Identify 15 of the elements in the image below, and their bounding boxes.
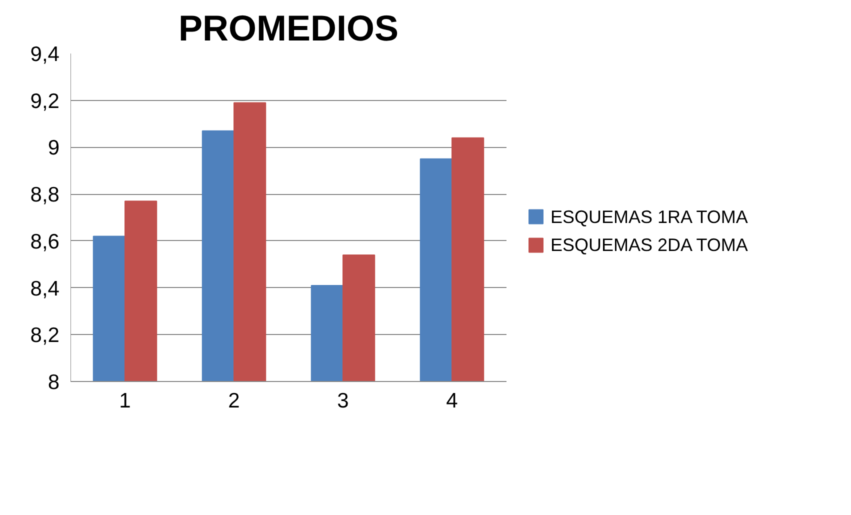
legend-label: ESQUEMAS 2DA TOMA — [550, 235, 748, 256]
x-tick-label: 2 — [228, 390, 240, 412]
y-tick-label: 8,6 — [30, 230, 60, 254]
x-tick-label: 3 — [337, 390, 349, 412]
y-tick-label: 8 — [48, 371, 60, 394]
y-tick-label: 9,2 — [30, 90, 60, 113]
y-tick-label: 9,4 — [30, 43, 60, 66]
x-tick-label: 1 — [119, 390, 131, 412]
chart-title: PROMEDIOS — [178, 8, 399, 48]
y-tick-label: 8,8 — [30, 184, 60, 207]
y-tick-label: 8,4 — [30, 277, 60, 300]
x-tick-label: 4 — [446, 390, 458, 412]
y-tick-label: 9 — [48, 136, 60, 160]
y-tick-label: 8,2 — [30, 324, 60, 348]
legend-label: ESQUEMAS 1RA TOMA — [550, 206, 748, 227]
